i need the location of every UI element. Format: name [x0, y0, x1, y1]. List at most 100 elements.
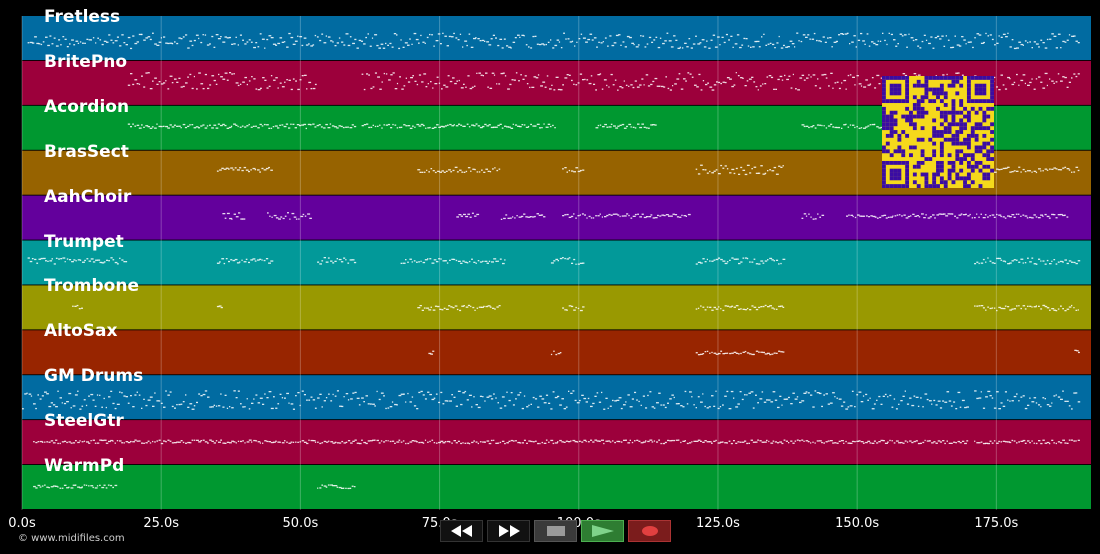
- note: [48, 405, 52, 408]
- note: [680, 88, 684, 90]
- note: [711, 89, 715, 91]
- note: [145, 37, 149, 39]
- note: [810, 216, 812, 218]
- note: [475, 37, 477, 39]
- note: [420, 123, 424, 126]
- note: [334, 126, 337, 128]
- note: [489, 306, 492, 308]
- note: [114, 261, 118, 264]
- note: [641, 78, 644, 80]
- note: [1073, 261, 1076, 264]
- note: [718, 306, 720, 308]
- note: [943, 213, 946, 215]
- fast-forward-button[interactable]: [487, 520, 530, 542]
- note: [401, 126, 403, 128]
- note: [232, 259, 236, 262]
- note: [616, 399, 620, 401]
- note: [81, 486, 83, 488]
- note: [169, 391, 172, 393]
- note: [1068, 260, 1072, 262]
- note: [458, 123, 461, 125]
- note: [521, 124, 524, 126]
- note: [187, 76, 189, 78]
- note: [646, 43, 649, 45]
- note: [433, 397, 436, 399]
- play-button[interactable]: [581, 520, 624, 542]
- note: [1057, 441, 1061, 443]
- note: [506, 442, 509, 444]
- note: [499, 407, 503, 409]
- note: [403, 85, 406, 87]
- note: [1059, 213, 1063, 216]
- note: [713, 84, 717, 86]
- note: [860, 401, 864, 403]
- note: [1035, 402, 1038, 404]
- note: [106, 41, 109, 43]
- note: [955, 72, 959, 74]
- note: [334, 45, 337, 47]
- note: [566, 171, 568, 173]
- qr-code-image[interactable]: [882, 76, 994, 188]
- note: [985, 442, 988, 444]
- note: [1033, 306, 1037, 308]
- rewind-button[interactable]: [440, 520, 483, 542]
- note: [751, 353, 754, 356]
- note: [83, 484, 86, 486]
- note: [651, 406, 654, 408]
- record-button[interactable]: [628, 520, 671, 542]
- note: [924, 393, 928, 395]
- note: [1011, 83, 1015, 86]
- note: [292, 43, 296, 45]
- note: [989, 440, 992, 442]
- note: [523, 439, 526, 441]
- note: [618, 34, 621, 36]
- note: [772, 440, 775, 442]
- note: [27, 257, 30, 259]
- note: [257, 259, 260, 261]
- note: [163, 406, 166, 408]
- note: [695, 440, 699, 442]
- note: [801, 124, 805, 126]
- note: [55, 439, 58, 441]
- note: [685, 80, 687, 82]
- note: [708, 406, 711, 408]
- note: [755, 86, 758, 88]
- note: [264, 79, 267, 81]
- note: [501, 47, 504, 49]
- note: [345, 441, 348, 443]
- note: [801, 400, 805, 402]
- note: [996, 168, 999, 170]
- note: [573, 213, 575, 215]
- note: [127, 402, 130, 404]
- track-notes: [27, 257, 1081, 265]
- note: [868, 216, 870, 218]
- note: [746, 352, 750, 354]
- note: [319, 442, 322, 445]
- note: [1009, 171, 1012, 173]
- note: [989, 395, 992, 397]
- note: [229, 406, 231, 408]
- note: [59, 442, 61, 445]
- note: [546, 75, 549, 77]
- note: [132, 123, 134, 125]
- note: [372, 86, 375, 88]
- note: [552, 442, 555, 445]
- note: [462, 442, 464, 444]
- note: [462, 125, 466, 127]
- note: [363, 43, 366, 45]
- note: [909, 440, 912, 442]
- note: [578, 38, 581, 40]
- note: [263, 123, 266, 126]
- note: [823, 394, 825, 396]
- note: [843, 401, 846, 403]
- note: [463, 213, 466, 216]
- note: [49, 260, 53, 262]
- stop-button[interactable]: [534, 520, 577, 542]
- note: [58, 258, 60, 260]
- note: [832, 442, 835, 444]
- note: [238, 212, 241, 214]
- note: [191, 44, 194, 47]
- note: [347, 487, 350, 490]
- note: [495, 126, 498, 128]
- note: [749, 261, 751, 263]
